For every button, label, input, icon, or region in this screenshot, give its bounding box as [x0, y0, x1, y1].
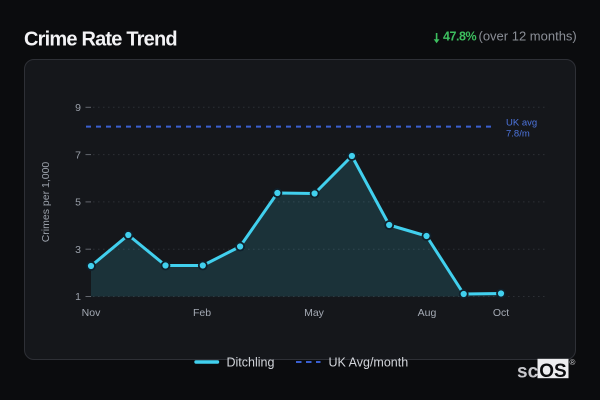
svg-text:7: 7: [75, 149, 81, 161]
svg-text:Nov: Nov: [82, 307, 101, 319]
svg-text:47.8%: 47.8%: [443, 30, 477, 44]
svg-text:9: 9: [75, 102, 81, 114]
svg-text:sc: sc: [517, 362, 539, 383]
svg-text:(over 12 months): (over 12 months): [479, 29, 577, 44]
svg-text:Feb: Feb: [193, 307, 211, 319]
svg-text:May: May: [304, 307, 325, 319]
svg-text:Crime Rate Trend: Crime Rate Trend: [24, 29, 177, 51]
svg-text:Crimes per 1,000: Crimes per 1,000: [40, 162, 52, 243]
svg-text:5: 5: [75, 197, 81, 209]
svg-text:Ditchling: Ditchling: [227, 356, 275, 370]
svg-text:3: 3: [75, 244, 81, 256]
svg-text:7.8/m: 7.8/m: [506, 129, 530, 140]
svg-text:UK avg: UK avg: [506, 118, 537, 129]
svg-text:OS: OS: [539, 361, 566, 382]
svg-text:1: 1: [75, 291, 81, 303]
svg-text:UK Avg/month: UK Avg/month: [329, 356, 409, 370]
svg-text:Oct: Oct: [493, 307, 509, 319]
svg-text:®: ®: [570, 358, 576, 367]
svg-text:Aug: Aug: [418, 307, 437, 319]
